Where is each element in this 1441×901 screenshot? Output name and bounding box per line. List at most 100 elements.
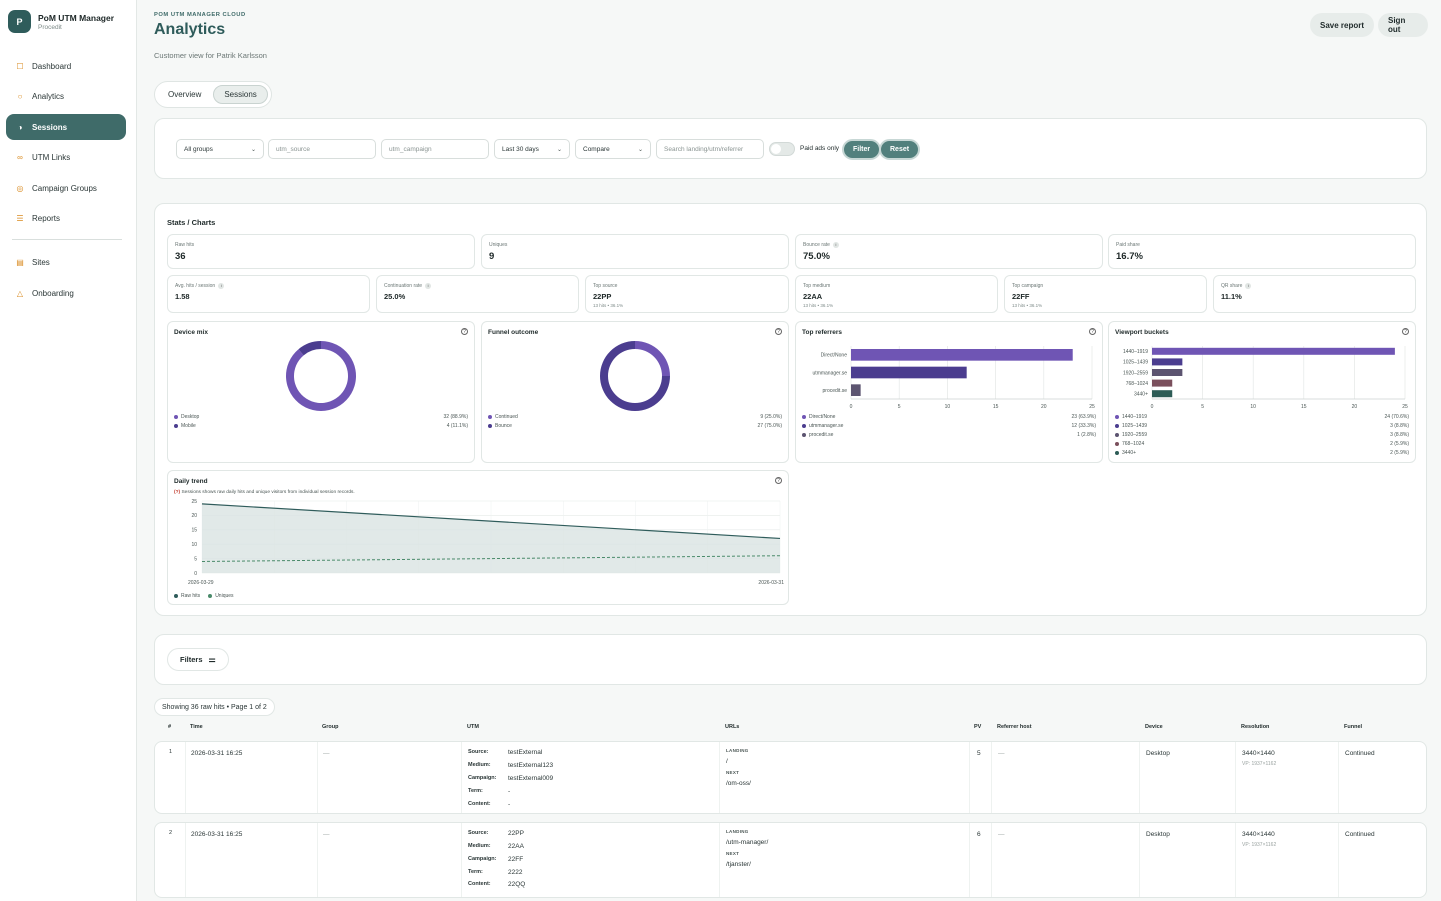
- filter-button[interactable]: Filter: [842, 139, 882, 160]
- bar[interactable]: [851, 349, 1073, 361]
- info-icon[interactable]: i: [1245, 283, 1252, 289]
- sidebar-item-dashboard[interactable]: ☐ Dashboard: [6, 53, 126, 79]
- column-divider: [991, 823, 992, 897]
- search-input[interactable]: Search landing/utm/referrer: [656, 139, 764, 159]
- sign-out-button[interactable]: Sign out: [1378, 13, 1428, 37]
- panel-title: Top referrers: [802, 329, 842, 336]
- utm-campaign-input[interactable]: utm_campaign: [381, 139, 489, 159]
- col-header-urls[interactable]: URLs: [725, 724, 740, 730]
- sidebar-item-onboarding[interactable]: △ Onboarding: [6, 280, 126, 306]
- legend-dot: [488, 415, 492, 419]
- utm-term-value: 2222: [508, 869, 523, 876]
- help-icon[interactable]: ?: [461, 328, 468, 335]
- bar[interactable]: [1152, 347, 1395, 355]
- brand-subtitle: Procedit: [38, 23, 62, 31]
- help-icon[interactable]: ?: [775, 328, 782, 335]
- col-header-resolution[interactable]: Resolution: [1241, 724, 1270, 730]
- sidebar-item-analytics[interactable]: ○ Analytics: [6, 84, 126, 110]
- row-viewport: VP: 1937×1162: [1242, 761, 1277, 767]
- stat-top-medium: Top medium 22AA 13 hits • 36.1%: [795, 275, 998, 313]
- help-icon[interactable]: ?: [775, 477, 782, 484]
- y-tick-label: procedit.se: [823, 388, 848, 394]
- row-time: 2026-03-31 16:25: [191, 750, 243, 757]
- legend-dot: [1115, 424, 1119, 428]
- table-row[interactable]: 2 2026-03-31 16:25 — Source: 22PP Medium…: [154, 822, 1427, 898]
- filter-bar: All groups ⌄ utm_source utm_campaign Last…: [154, 118, 1427, 179]
- info-icon[interactable]: i: [218, 283, 225, 289]
- stat-label: Raw hits: [175, 242, 195, 248]
- next-url[interactable]: /tjanster/: [726, 861, 751, 868]
- legend-label: 1025–1439: [1122, 423, 1148, 429]
- compare-select[interactable]: Compare ⌄: [575, 139, 651, 159]
- stat-paid-share: Paid share 16.7%: [1108, 234, 1416, 269]
- col-header-device[interactable]: Device: [1145, 724, 1163, 730]
- viewport-buckets-chart: 0 5 10 15 20 25 1440–1919 1025–1439 1920–2559 768…: [1123, 346, 1408, 410]
- view-tabs: Overview Sessions: [154, 81, 272, 108]
- help-icon[interactable]: ?: [1089, 328, 1096, 335]
- col-header-utm[interactable]: UTM: [467, 724, 479, 730]
- col-header-funnel[interactable]: Funnel: [1344, 724, 1363, 730]
- landing-url[interactable]: /: [726, 758, 728, 765]
- bar[interactable]: [851, 366, 967, 379]
- table-row[interactable]: 1 2026-03-31 16:25 — Source: testExterna…: [154, 741, 1427, 814]
- donut-slice[interactable]: [286, 341, 356, 411]
- column-divider: [461, 823, 462, 897]
- raw-hits-line[interactable]: [201, 503, 781, 540]
- bar[interactable]: [1152, 390, 1173, 398]
- column-divider: [1338, 742, 1339, 813]
- reset-button[interactable]: Reset: [879, 139, 921, 160]
- landing-url[interactable]: /utm-manager/: [726, 839, 769, 846]
- panel-title: Funnel outcome: [488, 329, 539, 336]
- brand[interactable]: P PoM UTM Manager Procedit: [0, 0, 136, 43]
- col-header-group[interactable]: Group: [322, 724, 339, 730]
- info-icon[interactable]: i: [832, 242, 839, 248]
- legend-value: 3 (8.8%): [1390, 423, 1409, 429]
- next-url[interactable]: /om-oss/: [726, 780, 751, 787]
- utm-term-label: Term:: [468, 788, 483, 794]
- results-count: Showing 36 raw hits • Page 1 of 2: [154, 698, 275, 716]
- info-icon[interactable]: i: [425, 283, 432, 289]
- x-tick-label: 0: [850, 404, 853, 410]
- legend-value: 12 (33.3%): [1071, 423, 1096, 429]
- paid-ads-toggle[interactable]: [769, 142, 795, 156]
- utm-campaign-value: 22FF: [508, 856, 524, 863]
- sidebar-item-sessions[interactable]: ◑ Sessions: [6, 114, 126, 140]
- group-select[interactable]: All groups ⌄: [176, 139, 264, 159]
- column-divider: [719, 823, 720, 897]
- legend-dot: [802, 415, 806, 419]
- sidebar-item-label: Sites: [32, 258, 50, 267]
- sidebar-item-utm-links[interactable]: ∞ UTM Links: [6, 145, 126, 171]
- utm-content-label: Content:: [468, 801, 491, 807]
- uniques-line[interactable]: [201, 555, 781, 562]
- legend-label: Continued: [495, 414, 518, 420]
- filters-toggle-button[interactable]: Filters ⚌: [167, 648, 229, 671]
- bar[interactable]: [851, 384, 861, 396]
- row-referrer: —: [998, 750, 1005, 757]
- date-range-select[interactable]: Last 30 days ⌄: [494, 139, 570, 159]
- tab-sessions[interactable]: Sessions: [213, 85, 268, 104]
- trend-note: (?) Sessions shows raw daily hits and un…: [174, 490, 355, 495]
- row-resolution: 3440×1440: [1242, 831, 1275, 838]
- table-filters-card: Filters ⚌: [154, 634, 1427, 685]
- bar[interactable]: [1152, 379, 1173, 387]
- utm-source-input[interactable]: utm_source: [268, 139, 376, 159]
- bar[interactable]: [1152, 358, 1183, 366]
- donut-slice[interactable]: [298, 341, 321, 356]
- save-report-button[interactable]: Save report: [1310, 13, 1375, 37]
- column-divider: [1338, 823, 1339, 897]
- link-icon: ∞: [17, 153, 23, 162]
- donut-slice[interactable]: [635, 341, 670, 376]
- legend-value: 32 (88.9%): [443, 414, 468, 420]
- y-tick-label: 25: [191, 499, 197, 505]
- bar[interactable]: [1152, 369, 1183, 376]
- col-header-pv[interactable]: PV: [974, 724, 982, 730]
- sidebar-item-reports[interactable]: ☰ Reports: [6, 206, 126, 232]
- sidebar-item-campaign-groups[interactable]: ◎ Campaign Groups: [6, 175, 126, 201]
- tab-overview[interactable]: Overview: [168, 90, 202, 99]
- col-header-referrer[interactable]: Referrer host: [997, 724, 1032, 730]
- row-funnel: Continued: [1345, 831, 1375, 838]
- col-header-time[interactable]: Time: [190, 724, 203, 730]
- sidebar-item-sites[interactable]: ▤ Sites: [6, 250, 126, 276]
- row-pv: 5: [977, 750, 981, 757]
- help-icon[interactable]: ?: [1402, 328, 1409, 335]
